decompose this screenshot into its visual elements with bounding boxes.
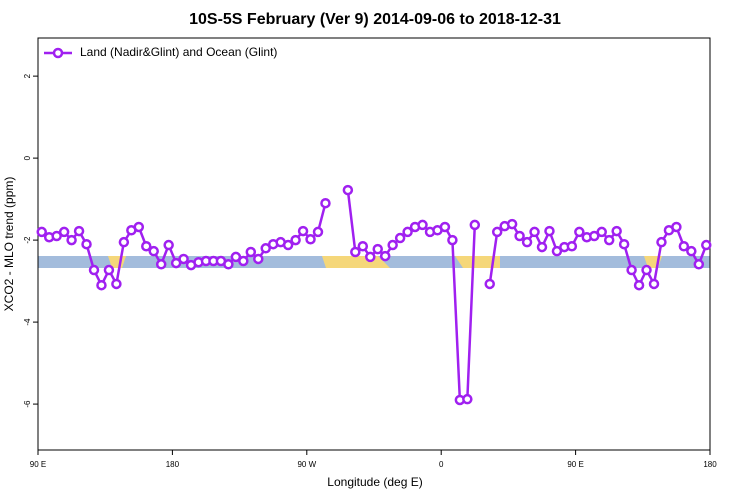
point [671,221,682,233]
x-tick-label: 90 E [567,460,583,469]
point [447,234,458,246]
chart-title: 10S-5S February (Ver 9) 2014-09-06 to 20… [189,11,561,28]
point [574,226,585,238]
point [133,221,145,233]
point [678,241,690,252]
point [686,245,697,257]
point [417,219,428,231]
point [529,226,540,238]
y-tick-label: 2 [23,73,32,78]
point [357,241,369,252]
point [701,239,712,251]
point [521,236,533,248]
point [312,226,324,238]
point [297,225,309,237]
point [693,259,705,270]
point [379,250,391,262]
point [491,226,503,238]
x-tick-label: 90 E [30,460,46,469]
point [350,246,361,258]
point [544,225,555,237]
point [402,226,413,238]
legend-marker [52,47,64,59]
point [155,259,167,270]
point [58,226,70,238]
point [118,236,130,248]
point [282,239,294,251]
point [253,253,264,265]
x-tick-label: 180 [166,460,180,469]
point [178,253,189,265]
x-tick-label: 0 [439,460,444,469]
x-tick-label: 90 W [297,460,316,469]
y-axis-label: XCO2 - MLO trend (ppm) [2,177,16,312]
point [230,251,242,263]
point [506,218,518,230]
point [469,219,481,231]
point [514,230,525,242]
point [589,230,600,242]
y-tick-label: -6 [23,400,32,408]
point [365,251,376,263]
land-band [455,256,500,268]
point [342,184,354,196]
point [566,241,578,252]
point [141,241,152,252]
point [290,234,301,246]
point [245,246,257,258]
point [551,245,563,257]
point [223,259,234,270]
land-band [322,256,390,268]
legend-label: Land (Nadir&Glint) and Ocean (Glint) [80,45,277,59]
point [641,264,652,276]
point [387,239,398,251]
series-line [41,189,708,402]
point [439,221,451,233]
point [73,225,85,237]
point [111,278,122,290]
point [626,264,637,276]
point [656,236,667,248]
point [51,230,62,242]
point [96,279,107,291]
point [238,255,249,267]
point [305,234,316,245]
x-tick-label: 180 [703,460,717,469]
point [603,234,615,246]
point [618,238,630,250]
point [148,245,159,257]
x-axis-label: Longitude (deg E) [327,475,422,489]
point [596,226,607,238]
point [648,278,660,290]
point [88,264,100,276]
y-tick-label: 0 [23,155,32,160]
point [633,279,645,291]
point [320,197,331,209]
point [462,393,473,405]
point [36,226,47,238]
point [536,241,548,253]
point [394,232,406,244]
point [260,243,271,254]
point [163,239,174,251]
y-tick-label: -4 [23,318,32,326]
point [81,238,92,250]
point [372,243,383,255]
point [170,257,182,269]
point [611,225,622,237]
point [103,264,115,276]
point [66,234,77,246]
point [484,278,495,290]
y-tick-label: -2 [23,236,32,244]
